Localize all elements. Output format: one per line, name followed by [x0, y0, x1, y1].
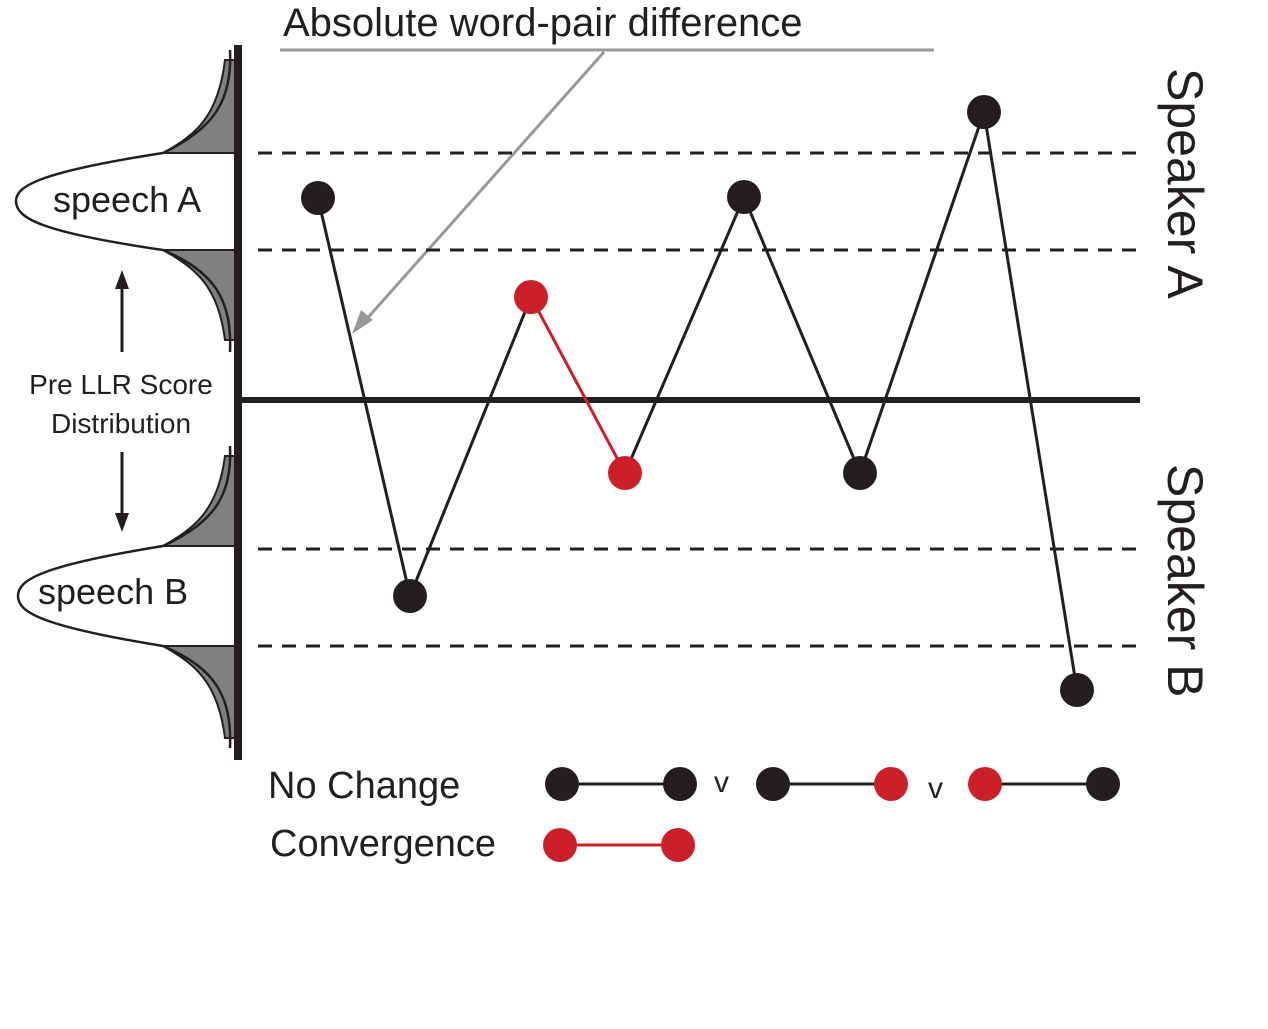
legend-no-change-dot-2b	[874, 767, 908, 801]
point-3	[514, 280, 548, 314]
point-1	[301, 181, 335, 215]
legend-no-change-dot-2a	[756, 767, 790, 801]
threshold-lines	[258, 151, 1140, 648]
speech-b-tail-upper	[159, 455, 239, 547]
segment-4-5	[623, 196, 746, 474]
legend-no-change-label: No Change	[268, 765, 460, 807]
distribution-arrow-up-head	[115, 270, 129, 289]
speaker-b-label: Speaker B	[1157, 464, 1213, 697]
speaker-a-label: Speaker A	[1157, 68, 1213, 299]
legend-convergence-dot-a	[543, 828, 577, 862]
segment-7-8	[982, 111, 1079, 691]
point-2	[393, 579, 427, 613]
speech-b-distribution: speech B	[16, 445, 239, 749]
point-7	[967, 95, 1001, 129]
point-6	[843, 456, 877, 490]
legend-convergence-dot-b	[661, 828, 695, 862]
distribution-label-line1: Pre LLR Score	[29, 369, 213, 400]
legend-separator-2: v	[928, 772, 943, 805]
diagram-title: Absolute word-pair difference	[283, 1, 803, 45]
legend-no-change-dot-3a	[968, 767, 1002, 801]
speech-a-distribution: speech A	[14, 49, 239, 353]
point-5	[727, 180, 761, 214]
speech-a-tail-upper	[159, 59, 239, 154]
legend-no-change-dot-1a	[545, 767, 579, 801]
title-pointer-line	[362, 51, 606, 323]
legend-separator-1: v	[714, 766, 729, 799]
trajectory-points	[301, 95, 1094, 707]
speech-b-bell-curve	[16, 445, 232, 749]
speech-a-label: speech A	[53, 179, 201, 220]
legend-no-change-dot-3b	[1086, 767, 1120, 801]
legend-convergence-label: Convergence	[270, 823, 496, 865]
legend-no-change-dot-1b	[663, 767, 697, 801]
distribution-label-line2: Distribution	[51, 408, 191, 439]
segment-2-3	[408, 296, 533, 597]
segment-1-2	[316, 197, 412, 597]
distribution-arrow-down-head	[115, 513, 129, 532]
speech-a-bell-curve	[14, 49, 232, 353]
segment-5-6	[742, 196, 862, 474]
point-4	[608, 456, 642, 490]
segment-3-4	[529, 296, 627, 474]
legend: No Change v v Convergence	[268, 765, 1120, 865]
point-8	[1060, 673, 1094, 707]
speech-a-tail-lower	[159, 249, 239, 341]
distribution-annotation: Pre LLR Score Distribution	[29, 270, 213, 532]
title-pointer-arrowhead	[352, 310, 373, 334]
segment-6-7	[858, 111, 986, 474]
speech-b-label: speech B	[38, 571, 188, 612]
speech-b-tail-lower	[159, 645, 239, 739]
trajectory-segments	[316, 111, 1079, 691]
